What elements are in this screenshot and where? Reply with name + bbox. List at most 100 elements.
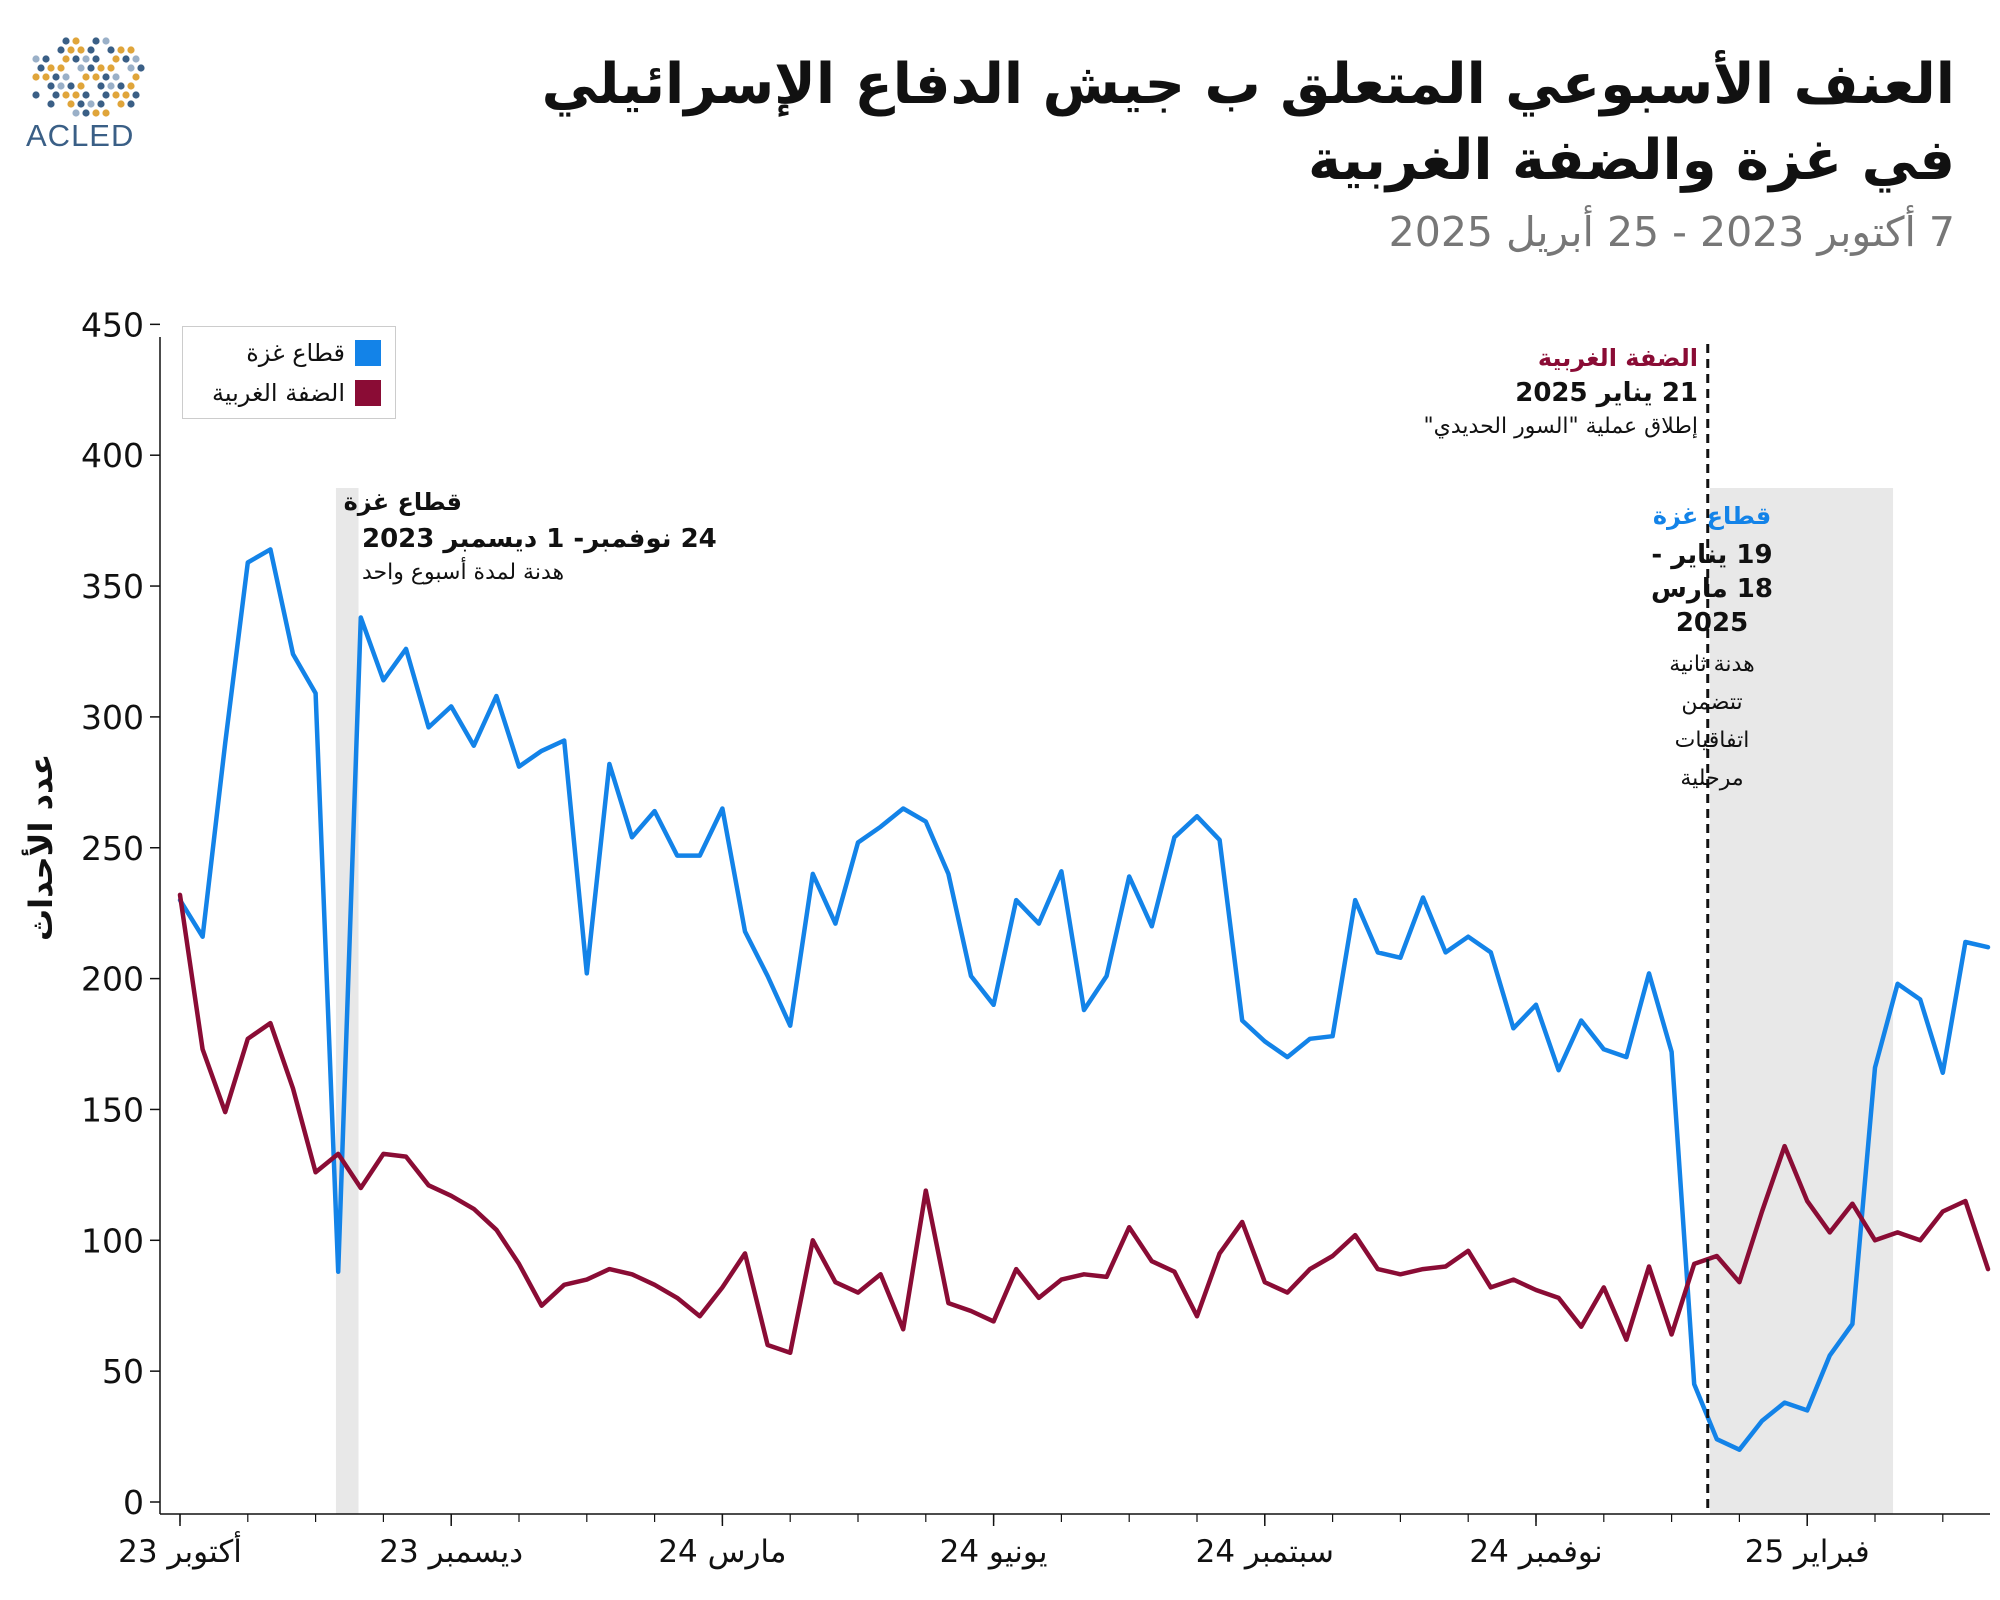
annotation-truce2-date-line2: 18 مارس [1651, 574, 1773, 604]
logo-dot [82, 55, 90, 63]
logo-dot [132, 55, 140, 63]
annotation-west-bank-op-head: الضفة الغربية [1537, 344, 1698, 372]
logo-dot [112, 55, 120, 63]
y-tick-label: 0 [123, 1483, 144, 1522]
logo-text: ACLED [26, 118, 135, 153]
logo-dot [62, 91, 70, 99]
logo-dot [87, 46, 95, 54]
annotation-truce2-date-line3: 2025 [1675, 608, 1749, 638]
logo-dot [127, 82, 135, 90]
y-tick-label: 100 [81, 1221, 144, 1260]
annotation-truce2-date-line1: 19 يناير - [1651, 540, 1773, 570]
logo-dot [97, 100, 105, 108]
logo-dot [107, 64, 115, 72]
logo-dot [102, 73, 110, 81]
logo-dot [122, 91, 130, 99]
logo-dot [67, 100, 75, 108]
annotation-west-bank-op-note: إطلاق عملية "السور الحديدي" [1423, 414, 1698, 439]
logo-dot [77, 100, 85, 108]
logo-dot [72, 55, 80, 63]
logo-dot [37, 64, 45, 72]
logo-dot [77, 64, 85, 72]
logo-dot [132, 73, 140, 81]
logo-dot [132, 91, 140, 99]
annotation-truce2-note-line4: مرحلية [1680, 766, 1744, 791]
legend-swatch-gaza [355, 340, 381, 366]
logo-dot [52, 73, 60, 81]
logo-dot [62, 55, 70, 63]
x-tick-label: سبتمبر 24 [1196, 1534, 1334, 1570]
y-tick-label: 350 [81, 567, 144, 606]
logo-dot [47, 64, 55, 72]
logo-dot [92, 55, 100, 63]
logo-dot [57, 82, 65, 90]
annotation-truce1-date: 24 نوفمبر- 1 ديسمبر 2023 [362, 524, 717, 554]
logo-dot [112, 91, 120, 99]
logo-dot [102, 109, 110, 117]
logo-dot [102, 37, 110, 45]
logo-dot [92, 37, 100, 45]
logo-dot [97, 82, 105, 90]
logo-dot [62, 37, 70, 45]
annotation-truce2-note-line1: هدنة ثانية [1669, 652, 1755, 677]
y-tick-label: 450 [81, 305, 144, 344]
logo-dot [127, 46, 135, 54]
logo-dot [32, 55, 40, 63]
annotation-west-bank-op: الضفة الغربية 21 يناير 2025 إطلاق عملية … [1424, 344, 1698, 439]
logo-dot [62, 73, 70, 81]
logo-dot [112, 73, 120, 81]
logo-dot [122, 55, 130, 63]
acled-globe-logo-icon [32, 37, 145, 117]
legend: قطاع غزة الضفة الغربية [182, 326, 396, 419]
logo-dot [102, 91, 110, 99]
x-tick-label: يونيو 24 [940, 1534, 1048, 1570]
y-tick-label: 300 [81, 698, 144, 737]
logo-dot [42, 55, 50, 63]
logo-dot [92, 73, 100, 81]
legend-item-gaza: قطاع غزة [246, 333, 381, 373]
logo-dot [117, 82, 125, 90]
logo-dot [77, 82, 85, 90]
series-line-west-bank [177, 892, 1991, 1356]
logo-dot [32, 91, 40, 99]
logo-dot [82, 73, 90, 81]
logo-dot [42, 73, 50, 81]
logo-dot [32, 73, 40, 81]
logo-dot [72, 37, 80, 45]
legend-label-west-bank: الضفة الغربية [211, 379, 345, 407]
series-line-gaza [177, 547, 1991, 1452]
logo-dot [67, 82, 75, 90]
logo-dot [87, 100, 95, 108]
logo-dot [77, 46, 85, 54]
chart-subtitle: 7 أكتوبر 2023 - 25 أبريل 2025 [1388, 208, 1955, 256]
y-tick-label: 150 [81, 1090, 144, 1129]
annotation-west-bank-op-date: 21 يناير 2025 [1515, 378, 1698, 408]
logo-dot [82, 91, 90, 99]
annotation-truce1-head: قطاع غزة [343, 488, 462, 516]
y-tick-label: 50 [102, 1352, 144, 1391]
x-tick-label: ديسمبر 23 [379, 1534, 523, 1570]
annotation-truce2-head: قطاع غزة [1652, 502, 1772, 530]
logo-dot [107, 82, 115, 90]
logo-dot [57, 64, 65, 72]
logo-dot [82, 109, 90, 117]
legend-label-gaza: قطاع غزة [246, 339, 345, 367]
logo-dot [117, 46, 125, 54]
logo-dot [137, 64, 145, 72]
y-axis-label: عدد الأحداث [22, 753, 60, 941]
chart-title-line2: في غزة والضفة الغربية [1308, 128, 1955, 193]
logo-dot [127, 64, 135, 72]
y-tick-label: 400 [81, 436, 144, 475]
x-tick-label: فبراير 25 [1745, 1534, 1870, 1570]
logo-dot [127, 100, 135, 108]
logo-dot [87, 64, 95, 72]
logo-dot [72, 91, 80, 99]
logo-dot [47, 100, 55, 108]
annotation-truce2-note-line2: تتضمن [1681, 690, 1743, 715]
annotation-truce2-note-line3: اتفاقيات [1674, 728, 1750, 753]
annotation-truce2: قطاع غزة 19 يناير - 18 مارس 2025 هدنة ثا… [1642, 502, 1782, 798]
x-tick-label: مارس 24 [658, 1534, 786, 1570]
annotation-truce1-note: هدنة لمدة أسبوع واحد [362, 560, 565, 585]
y-tick-label: 200 [81, 960, 144, 999]
